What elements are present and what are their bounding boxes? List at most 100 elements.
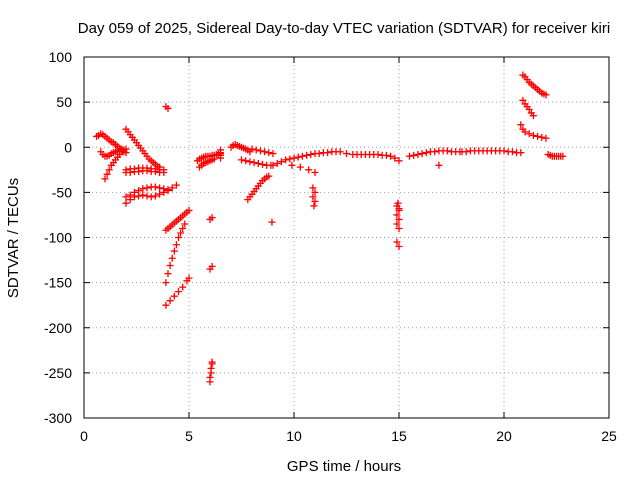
data-point: [305, 166, 313, 174]
data-point: [185, 274, 193, 282]
data-point: [393, 238, 401, 246]
data-point: [296, 163, 304, 171]
data-point: [135, 168, 143, 176]
data-point: [105, 166, 113, 174]
x-tick-label: 5: [185, 428, 193, 444]
data-point: [168, 254, 176, 262]
data-point: [126, 169, 134, 177]
data-point: [208, 262, 216, 270]
data-point: [208, 358, 216, 366]
data-point: [394, 199, 402, 207]
data-point: [336, 148, 344, 156]
data-point: [311, 188, 319, 196]
data-point: [172, 181, 180, 189]
data-point: [395, 205, 403, 213]
data-point: [517, 149, 525, 157]
y-tick-label: 0: [64, 139, 72, 155]
data-point: [393, 211, 401, 219]
data-point: [288, 161, 296, 169]
axis-ticks: 0 5 10 15 20 25 -300 -250 -200 -150 -100 -50 0 50 100: [44, 49, 617, 444]
data-point: [252, 146, 260, 154]
data-point: [265, 172, 273, 180]
data-point: [268, 218, 276, 226]
data-point: [435, 161, 443, 169]
data-point: [168, 184, 176, 192]
data-point: [166, 297, 174, 305]
x-axis-label: GPS time / hours: [287, 458, 401, 475]
data-point: [151, 192, 159, 200]
data-point: [250, 159, 258, 167]
data-point: [519, 96, 527, 104]
data-point: [103, 170, 111, 178]
y-tick-label: -300: [44, 410, 72, 426]
data-point: [269, 161, 277, 169]
data-point: [156, 190, 164, 198]
data-point: [529, 132, 537, 140]
data-point: [238, 156, 245, 164]
data-point: [181, 220, 189, 228]
data-point: [162, 279, 170, 287]
data-point: [395, 224, 403, 232]
data-point: [395, 157, 403, 165]
data-point: [256, 147, 264, 155]
data-point: [170, 247, 178, 255]
data-point: [422, 149, 430, 157]
data-point: [309, 184, 317, 192]
data-points: [93, 71, 567, 386]
data-point: [343, 150, 350, 158]
data-point: [254, 159, 262, 167]
data-point: [164, 187, 172, 195]
data-point: [277, 158, 285, 166]
data-point: [315, 150, 323, 158]
data-point: [538, 133, 546, 141]
data-point: [143, 192, 151, 200]
data-point: [164, 270, 172, 278]
data-point: [151, 168, 159, 176]
data-point: [164, 104, 172, 112]
data-point: [542, 91, 550, 99]
data-point: [143, 167, 151, 175]
data-point: [242, 157, 250, 165]
y-axis-label: SDTVAR / TECUs: [5, 178, 22, 298]
data-point: [517, 121, 525, 129]
data-point: [282, 156, 290, 164]
plot-frame: [83, 56, 610, 419]
y-tick-label: 100: [49, 49, 73, 65]
data-point: [443, 147, 451, 155]
data-point: [500, 147, 508, 155]
data-point: [248, 145, 256, 153]
data-point: [311, 197, 319, 205]
data-point: [166, 261, 174, 269]
grid: [84, 57, 609, 418]
data-point: [156, 184, 164, 192]
data-point: [139, 185, 147, 193]
data-point: [324, 149, 332, 157]
data-point: [261, 148, 269, 156]
data-point: [290, 154, 298, 162]
data-point: [210, 155, 218, 163]
data-point: [525, 105, 533, 113]
chart-title: Day 059 of 2025, Sidereal Day-to-day VTE…: [78, 20, 610, 37]
data-point: [307, 150, 315, 158]
data-point: [462, 148, 470, 156]
data-point: [431, 148, 439, 156]
data-point: [374, 150, 382, 158]
data-point: [122, 193, 130, 201]
data-point: [525, 130, 533, 138]
data-point: [309, 193, 317, 201]
data-point: [179, 224, 187, 232]
data-point: [101, 175, 109, 183]
data-point: [393, 220, 401, 228]
data-point: [410, 151, 418, 159]
y-tick-label: -50: [52, 184, 72, 200]
data-point: [521, 128, 529, 136]
data-point: [395, 215, 403, 223]
y-tick-label: -200: [44, 320, 72, 336]
y-tick-label: 50: [56, 94, 72, 110]
data-point: [177, 229, 185, 237]
data-point: [414, 150, 422, 158]
data-point: [542, 134, 550, 142]
data-point: [382, 151, 390, 159]
data-point: [559, 152, 567, 160]
data-point: [175, 288, 182, 296]
